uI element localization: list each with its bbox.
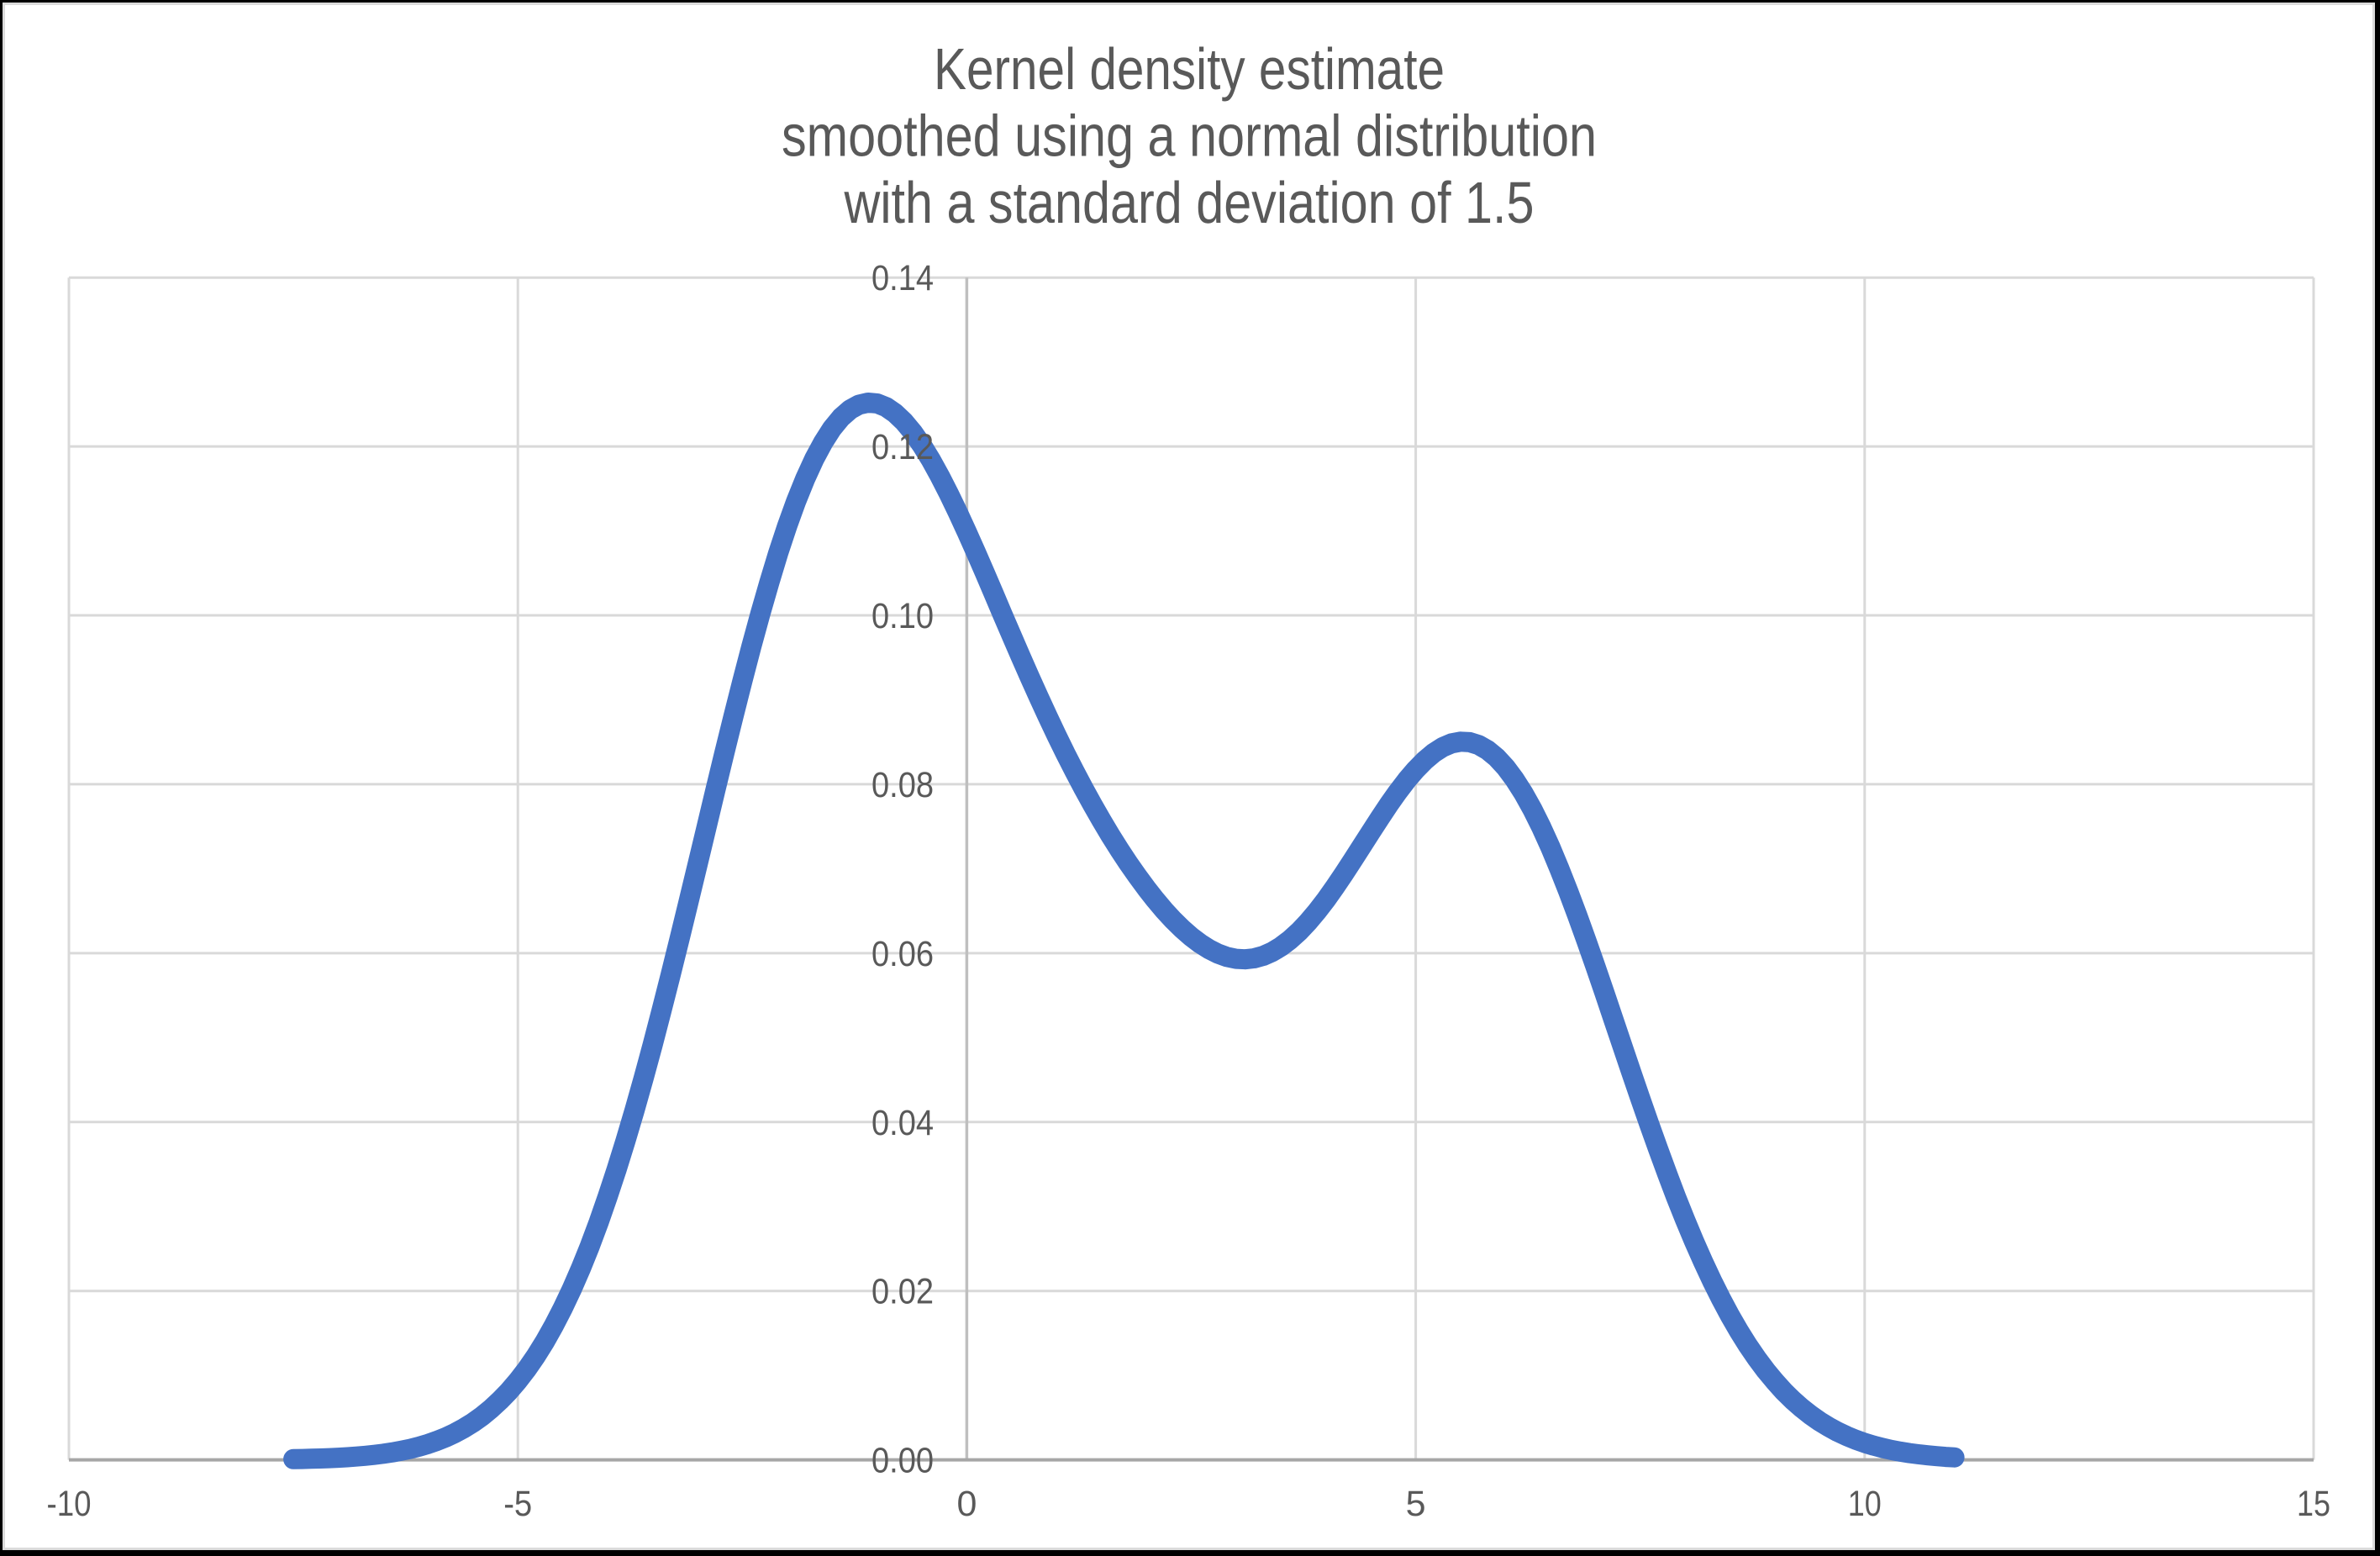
svg-text:0.14: 0.14 [871, 258, 934, 298]
svg-text:0: 0 [956, 1484, 977, 1524]
svg-text:0.08: 0.08 [871, 765, 934, 805]
svg-text:0.06: 0.06 [871, 934, 934, 974]
svg-text:5: 5 [1406, 1484, 1426, 1524]
svg-text:Kernel density estimate: Kernel density estimate [934, 36, 1445, 102]
svg-text:smoothed using a normal distri: smoothed using a normal distribution [782, 103, 1597, 169]
svg-text:-5: -5 [503, 1484, 532, 1524]
svg-text:0.00: 0.00 [871, 1441, 934, 1481]
svg-text:-10: -10 [47, 1484, 92, 1524]
svg-text:10: 10 [1848, 1484, 1882, 1524]
svg-text:0.12: 0.12 [871, 427, 934, 467]
svg-text:0.02: 0.02 [871, 1272, 934, 1312]
svg-text:15: 15 [2297, 1484, 2330, 1524]
svg-text:0.10: 0.10 [871, 596, 934, 636]
svg-text:with a standard deviation of 1: with a standard deviation of 1.5 [844, 170, 1535, 235]
svg-text:0.04: 0.04 [871, 1103, 934, 1143]
